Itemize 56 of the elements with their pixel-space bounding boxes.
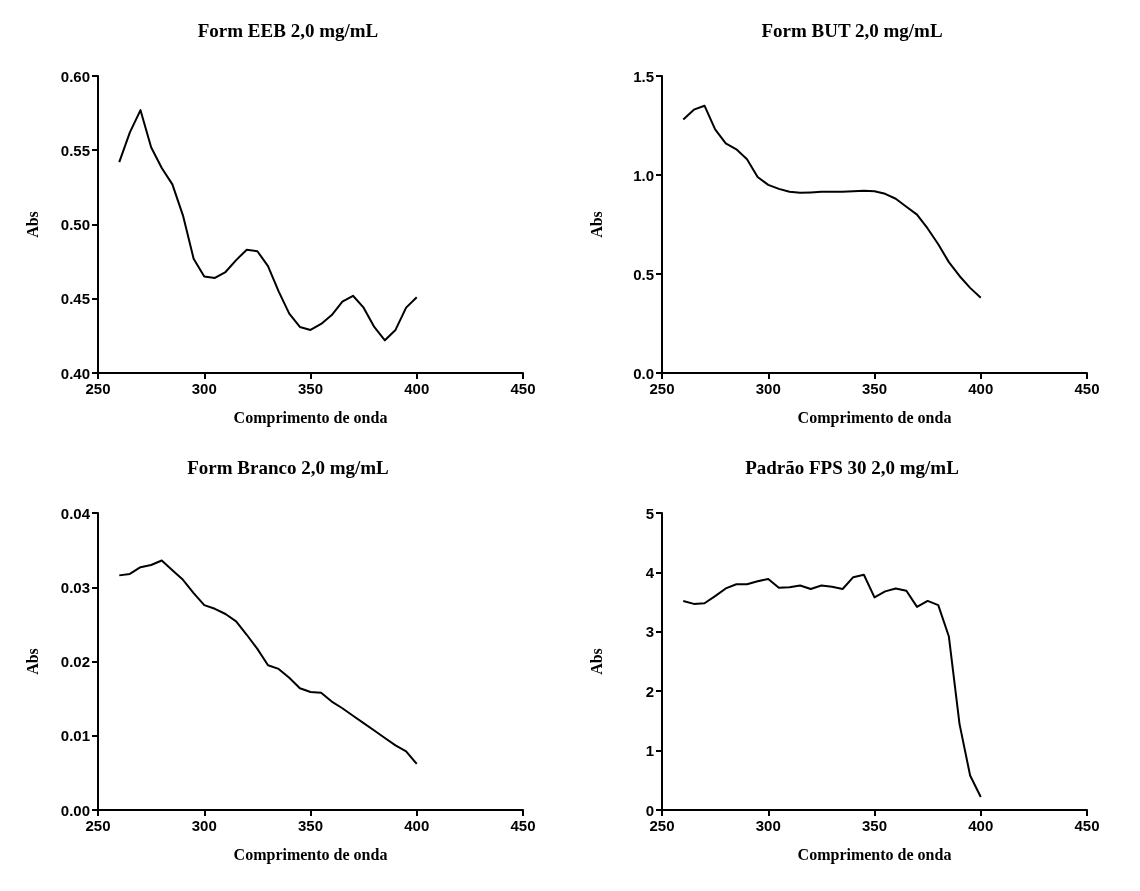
y-tick-label: 0.0 [633, 364, 654, 382]
line-series [682, 573, 982, 798]
x-axis-title: Comprimento de onda [233, 845, 388, 864]
y-axis-title: Abs [23, 211, 41, 238]
x-tick-label: 300 [191, 380, 217, 397]
chart-title: Form EEB 2,0 mg/mL [197, 20, 379, 41]
y-tick-label: 4 [645, 563, 655, 581]
x-tick-label: 300 [755, 817, 781, 834]
y-tick-label: 0.01 [60, 727, 90, 745]
y-tick-label: 0.40 [60, 364, 90, 382]
chart-title: Form Branco 2,0 mg/mL [187, 457, 389, 478]
chart-title: Padrão FPS 30 2,0 mg/mL [745, 457, 959, 478]
line-series [682, 104, 982, 299]
y-tick-label: 3 [645, 623, 654, 641]
x-tick-label: 450 [510, 380, 536, 397]
y-tick-label: 1.0 [633, 166, 654, 184]
line-series [118, 109, 418, 342]
y-tick-label: 0.5 [633, 265, 654, 283]
chart-title: Form BUT 2,0 mg/mL [761, 20, 943, 41]
y-tick-label: 0.55 [60, 141, 90, 159]
x-tick-label: 300 [191, 817, 217, 834]
y-tick-label: 0 [645, 801, 654, 819]
y-tick-label: 5 [645, 504, 654, 522]
y-tick-label: 0.04 [60, 504, 91, 522]
y-tick-label: 1.5 [633, 67, 654, 85]
x-tick-label: 350 [861, 817, 888, 834]
x-axis-title: Comprimento de onda [797, 845, 952, 864]
y-axis-title: Abs [587, 648, 605, 675]
y-tick-label: 1 [645, 742, 654, 760]
x-tick-label: 350 [297, 380, 324, 397]
y-tick-label: 0.02 [60, 653, 90, 670]
x-tick-label: 250 [85, 380, 111, 397]
x-tick-label: 450 [510, 817, 536, 834]
x-tick-label: 300 [755, 380, 781, 397]
x-tick-label: 400 [404, 817, 430, 834]
x-tick-label: 400 [968, 380, 994, 397]
y-tick-label: 2 [645, 682, 654, 700]
y-tick-label: 0.50 [60, 216, 90, 233]
x-tick-label: 350 [861, 380, 888, 397]
x-tick-label: 250 [85, 817, 111, 834]
x-axis-title: Comprimento de onda [233, 408, 388, 427]
x-tick-label: 400 [968, 817, 994, 834]
y-tick-label: 0.45 [60, 290, 90, 308]
y-tick-label: 0.00 [60, 801, 90, 819]
y-tick-label: 0.60 [60, 67, 90, 85]
line-series [118, 559, 418, 765]
y-axis-title: Abs [587, 211, 605, 238]
y-tick-label: 0.03 [60, 578, 90, 596]
y-axis-title: Abs [23, 648, 41, 675]
x-axis-title: Comprimento de onda [797, 408, 952, 427]
x-tick-label: 250 [649, 817, 675, 834]
x-tick-label: 450 [1074, 817, 1100, 834]
x-tick-label: 400 [404, 380, 430, 397]
x-tick-label: 250 [649, 380, 675, 397]
x-tick-label: 450 [1074, 380, 1100, 397]
x-tick-label: 350 [297, 817, 324, 834]
